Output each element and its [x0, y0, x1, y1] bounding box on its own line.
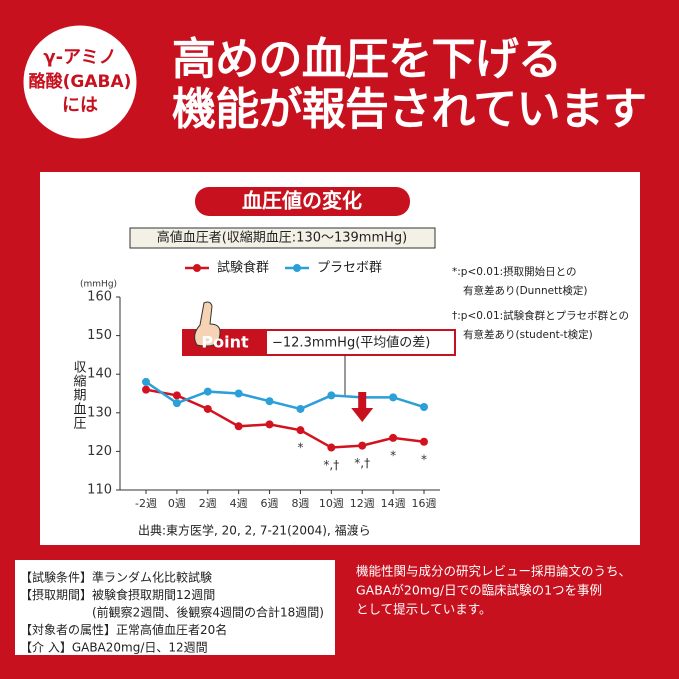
conditions-box	[15, 560, 335, 655]
y-label: 収縮期血圧	[71, 360, 87, 430]
headline: 高めの血圧を下げる	[172, 34, 562, 85]
condition: 【対象者の属性】正常高値血圧者20名	[20, 622, 227, 637]
point-text: −12.3mmHg(平均値の差)	[272, 335, 430, 351]
data-point	[358, 441, 367, 450]
badge-text: γ-アミノ	[43, 47, 116, 68]
data-point	[389, 393, 398, 402]
y-tick-label: 120	[87, 444, 112, 459]
condition: (前観察2週間、後観察4週間の合計18週間)	[92, 605, 324, 620]
condition: 【介 入】GABA20mg/日、12週間	[20, 641, 208, 655]
headline: 機能が報告されています	[172, 84, 647, 135]
data-point	[203, 387, 212, 396]
data-point	[234, 389, 243, 398]
significance-mark: *	[390, 448, 396, 462]
x-tick-label: 4週	[230, 497, 248, 510]
significance-mark: *,†	[354, 456, 370, 470]
note: 有意差あり(Dunnett検定)	[463, 284, 587, 297]
thumb-icon	[194, 301, 221, 347]
legend-marker	[293, 264, 301, 272]
y-tick-label: 150	[87, 328, 112, 343]
data-point	[389, 433, 398, 442]
y-tick-label: 160	[87, 290, 112, 305]
condition: 【摂取期間】被験食摂取期間12週間	[20, 587, 215, 602]
legend-marker	[193, 264, 201, 272]
x-tick-label: -2週	[135, 497, 157, 510]
series-line	[145, 380, 425, 411]
x-tick-label: 2週	[199, 497, 217, 510]
remark: GABAが20mg/日での臨床試験の1つを事例	[356, 583, 602, 598]
y-unit: (mmHg)	[80, 280, 117, 290]
note: *:p<0.01:摂取開始日との	[452, 265, 577, 278]
remark: として提示しています。	[356, 602, 492, 617]
x-tick-label: 12週	[350, 497, 375, 510]
chart-title: 血圧値の変化	[242, 189, 362, 213]
source: 出典:東方医学, 20, 2, 7-21(2004), 福渡ら	[138, 523, 371, 538]
y-tick-label: 130	[87, 405, 112, 420]
chart-subtitle: 高値血圧者(収縮期血圧:130〜139mmHg)	[157, 230, 408, 246]
x-tick-label: 16週	[412, 497, 437, 510]
legend-label: プラセボ群	[317, 261, 382, 276]
x-tick-label: 14週	[381, 497, 406, 510]
data-point	[142, 385, 150, 394]
x-tick-label: 0週	[168, 497, 186, 510]
significance-mark: *	[297, 441, 303, 455]
y-tick-label: 110	[87, 483, 112, 498]
data-point	[234, 422, 243, 431]
data-point	[203, 404, 212, 413]
badge-text: には	[62, 95, 98, 116]
data-point	[420, 403, 428, 412]
data-point	[142, 377, 150, 386]
x-tick-label: 8週	[291, 497, 309, 510]
badge-text: 酪酸(GABA)	[29, 71, 132, 92]
note: 有意差あり(student-t検定)	[463, 328, 593, 341]
data-point	[265, 397, 274, 406]
data-point	[296, 404, 305, 413]
note: †:p<0.01:試験食群とプラセボ群との	[452, 309, 629, 322]
data-point	[420, 437, 428, 446]
legend-label: 試験食群	[217, 260, 269, 276]
x-tick-label: 6週	[261, 497, 279, 510]
badge	[20, 22, 140, 142]
remark: 機能性関与成分の研究レビュー採用論文のうち、	[356, 564, 631, 579]
significance-mark: *,†	[323, 458, 339, 472]
data-point	[327, 443, 336, 452]
data-point	[327, 391, 336, 400]
x-tick-label: 10週	[319, 497, 344, 510]
data-point	[172, 399, 181, 408]
point-arrow	[351, 392, 374, 422]
chart-title-banner	[195, 187, 410, 216]
data-point	[265, 420, 274, 429]
point-label: Point	[201, 333, 249, 352]
y-tick-label: 140	[87, 367, 112, 382]
significance-mark: *	[421, 452, 427, 466]
series-line	[145, 388, 425, 449]
condition: 【試験条件】準ランダム化比較試験	[20, 570, 212, 585]
subtitle-box	[129, 227, 436, 249]
data-point	[296, 426, 305, 435]
data-point	[172, 391, 181, 400]
